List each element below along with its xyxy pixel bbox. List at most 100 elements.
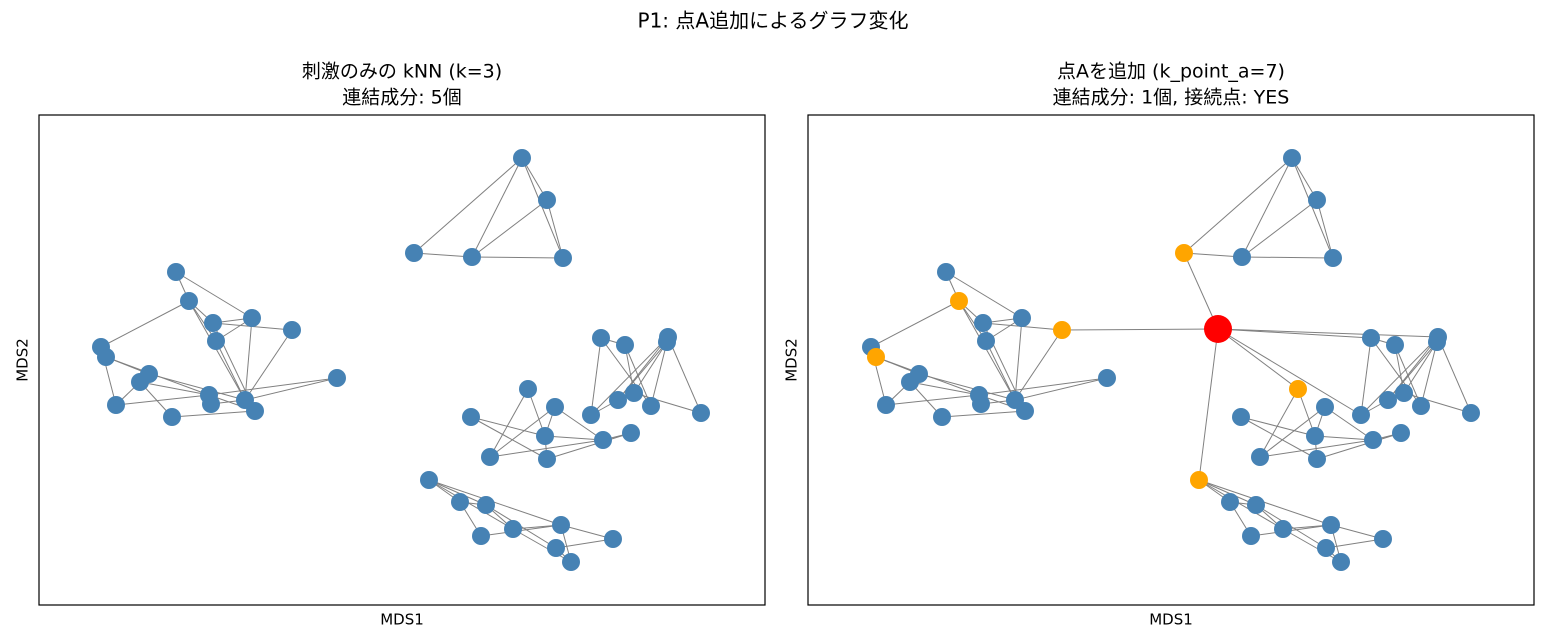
node bbox=[1190, 471, 1208, 489]
edge bbox=[590, 337, 602, 416]
edge bbox=[471, 199, 548, 258]
node bbox=[972, 395, 990, 413]
node bbox=[463, 248, 481, 266]
edge bbox=[188, 300, 246, 401]
node bbox=[1247, 496, 1265, 514]
node bbox=[1462, 404, 1480, 422]
edge bbox=[1316, 199, 1334, 259]
subplot-title: 連結成分: 1個, 接続点: YES bbox=[1053, 87, 1290, 109]
node bbox=[1175, 244, 1193, 262]
axes-frame bbox=[38, 114, 766, 606]
node bbox=[519, 380, 537, 398]
node bbox=[1013, 309, 1031, 327]
edge bbox=[1061, 328, 1219, 331]
node bbox=[594, 431, 612, 449]
node bbox=[877, 396, 895, 414]
edge bbox=[1437, 336, 1472, 414]
edge bbox=[885, 394, 980, 406]
edge bbox=[958, 300, 1016, 401]
subplot-title: 点Aを追加 (k_point_a=7) bbox=[1057, 61, 1285, 83]
subplot-title: 刺激のみの kNN (k=3) bbox=[302, 61, 502, 83]
edge bbox=[546, 199, 564, 259]
node bbox=[1386, 336, 1404, 354]
node bbox=[1233, 248, 1251, 266]
edge bbox=[1014, 317, 1023, 401]
edge bbox=[208, 377, 338, 396]
node bbox=[504, 520, 522, 538]
edge bbox=[1325, 538, 1384, 549]
node bbox=[204, 314, 222, 332]
node bbox=[692, 404, 710, 422]
node bbox=[1364, 431, 1382, 449]
edge bbox=[428, 479, 487, 506]
node bbox=[582, 406, 600, 424]
node bbox=[562, 553, 580, 571]
node bbox=[1308, 450, 1326, 468]
node bbox=[547, 539, 565, 557]
node bbox=[328, 369, 346, 387]
edge bbox=[521, 157, 564, 259]
edge bbox=[1217, 328, 1439, 338]
node bbox=[1242, 527, 1260, 545]
node bbox=[538, 191, 556, 209]
edge bbox=[1403, 341, 1438, 394]
node bbox=[180, 292, 198, 310]
edge bbox=[175, 271, 253, 319]
node bbox=[604, 530, 622, 548]
node bbox=[616, 336, 634, 354]
node bbox=[451, 493, 469, 511]
edge bbox=[945, 271, 1023, 319]
edge bbox=[1420, 341, 1438, 407]
node bbox=[462, 408, 480, 426]
node bbox=[1306, 427, 1324, 445]
edge bbox=[667, 336, 702, 414]
node bbox=[1098, 369, 1116, 387]
edge bbox=[1324, 406, 1374, 441]
edge bbox=[1241, 256, 1334, 259]
edge bbox=[633, 392, 702, 414]
node bbox=[977, 332, 995, 350]
node bbox=[1322, 516, 1340, 534]
node bbox=[207, 332, 225, 350]
edge bbox=[1198, 479, 1332, 526]
node bbox=[1374, 530, 1392, 548]
node bbox=[1251, 448, 1269, 466]
node bbox=[546, 398, 564, 416]
node bbox=[1352, 406, 1370, 424]
node bbox=[1395, 384, 1413, 402]
node bbox=[202, 395, 220, 413]
node bbox=[163, 408, 181, 426]
edge bbox=[870, 300, 960, 348]
y-axis-label: MDS2 bbox=[14, 338, 32, 382]
node bbox=[867, 348, 885, 366]
edge bbox=[1198, 479, 1257, 506]
node bbox=[131, 373, 149, 391]
edge bbox=[555, 538, 614, 549]
edge bbox=[1241, 157, 1293, 258]
edge bbox=[413, 252, 473, 258]
node bbox=[1274, 520, 1292, 538]
edge bbox=[428, 479, 514, 530]
node bbox=[1016, 402, 1034, 420]
subplot-title: 連結成分: 5個 bbox=[342, 87, 462, 109]
node bbox=[283, 321, 301, 339]
edge bbox=[633, 341, 668, 394]
node bbox=[1428, 333, 1446, 351]
edge bbox=[244, 329, 293, 401]
node bbox=[642, 397, 660, 415]
x-axis-label: MDS1 bbox=[1149, 611, 1193, 629]
node bbox=[538, 450, 556, 468]
node bbox=[1316, 398, 1334, 416]
node bbox=[622, 424, 640, 442]
node bbox=[1324, 249, 1342, 267]
edge bbox=[470, 416, 546, 437]
edge bbox=[909, 381, 980, 396]
node bbox=[554, 249, 572, 267]
node bbox=[901, 373, 919, 391]
node bbox=[97, 348, 115, 366]
axes-frame bbox=[807, 114, 1535, 606]
edge bbox=[1217, 328, 1362, 416]
node bbox=[405, 244, 423, 262]
edge bbox=[1259, 388, 1299, 458]
